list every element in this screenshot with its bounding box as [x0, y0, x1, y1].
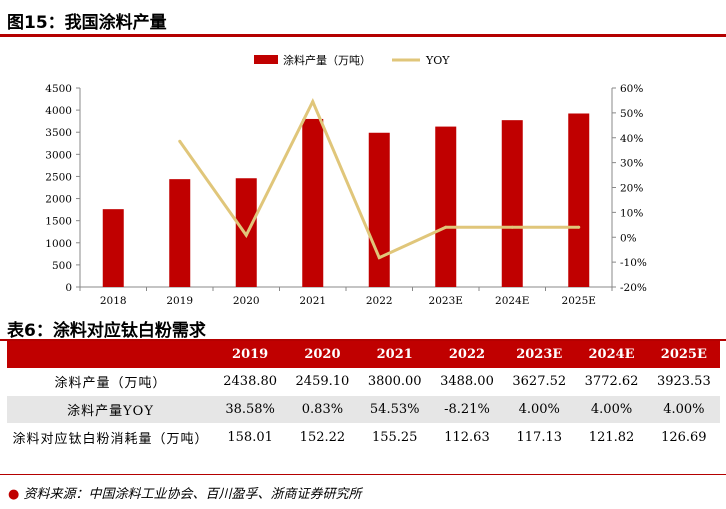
header-cell: 2021 — [358, 341, 431, 368]
header-cell: 2023E — [503, 341, 576, 368]
x-tick-label: 2025E — [562, 295, 596, 307]
y-tick-label-right: 20% — [620, 183, 643, 195]
y-tick-label-right: 0% — [620, 232, 637, 244]
y-tick-label-right: 60% — [620, 83, 643, 95]
table-cell: 54.53% — [358, 395, 431, 424]
table-cell: 152.22 — [286, 423, 359, 452]
bar — [302, 118, 324, 287]
header-cell: 2019 — [214, 341, 287, 368]
demand-table: 2019 2020 2021 2022 2023E 2024E 2025E 涂料… — [7, 341, 720, 452]
table-row: 涂料产量（万吨） 2438.80 2459.10 3800.00 3488.00… — [7, 368, 720, 396]
header-cell — [7, 341, 214, 368]
x-tick-label: 2024E — [495, 295, 529, 307]
table-row: 涂料产量YOY 38.58% 0.83% 54.53% -8.21% 4.00%… — [7, 395, 720, 424]
table-cell: -8.21% — [430, 395, 504, 424]
yoy-point — [377, 256, 381, 260]
row-label: 涂料产量YOY — [7, 395, 214, 424]
header-cell: 2025E — [647, 341, 720, 368]
production-chart: 0 500 1000 1500 2000 2500 3000 3500 4000 4500 -20%… — [45, 53, 647, 307]
table-cell: 4.00% — [575, 395, 648, 424]
figure-title: 图15：我国涂料产量 — [7, 13, 167, 33]
y-tick-label-right: -20% — [620, 282, 647, 294]
source-note: ● 资料来源：中国涂料工业协会、百川盈孚、浙商证券研究所 — [8, 483, 362, 502]
yoy-point — [311, 100, 315, 104]
yoy-point — [577, 225, 581, 229]
table-cell: 3488.00 — [430, 368, 504, 396]
table-title-rule — [0, 339, 726, 341]
yoy-point — [444, 225, 448, 229]
y-tick-label-left: 3500 — [45, 127, 72, 139]
table-cell: 121.82 — [575, 423, 648, 452]
yoy-point — [244, 233, 248, 237]
y-tick-label-right: 40% — [620, 133, 643, 145]
yoy-point — [178, 139, 182, 143]
header-cell: 2024E — [575, 341, 648, 368]
bullet-icon: ● — [8, 487, 20, 502]
row-label: 涂料产量（万吨） — [7, 368, 214, 396]
bar — [501, 120, 523, 288]
y-tick-label-left: 1500 — [45, 216, 72, 228]
figure-title-rule — [0, 34, 726, 37]
x-tick-label: 2023E — [429, 295, 463, 307]
legend-bar-swatch — [254, 55, 278, 64]
y-tick-label-right: 50% — [620, 108, 643, 120]
legend-line-label: YOY — [425, 54, 450, 67]
table-cell: 155.25 — [358, 423, 431, 452]
y-tick-label-left: 500 — [52, 260, 72, 272]
x-tick-label: 2018 — [100, 295, 127, 307]
row-label: 涂料对应钛白粉消耗量（万吨） — [7, 423, 214, 452]
table-cell: 3800.00 — [358, 368, 431, 396]
header-cell: 2020 — [286, 341, 359, 368]
y-tick-label-left: 3000 — [45, 149, 72, 161]
y-tick-label-left: 2000 — [45, 194, 72, 206]
table-title: 表6：涂料对应钛白粉需求 — [7, 321, 206, 341]
bar — [435, 126, 457, 287]
table-cell: 117.13 — [503, 423, 576, 452]
y-tick-label-left: 0 — [65, 282, 72, 294]
table-cell: 38.58% — [214, 395, 287, 424]
table-cell: 3627.52 — [503, 368, 576, 396]
y-tick-label-right: -10% — [620, 257, 647, 269]
bar — [169, 179, 191, 287]
bar — [368, 132, 390, 287]
table-cell: 2459.10 — [286, 368, 359, 396]
y-tick-label-left: 4500 — [45, 83, 72, 95]
x-tick-label: 2021 — [299, 295, 326, 307]
bar — [102, 209, 124, 287]
header-cell: 2022 — [430, 341, 504, 368]
table-cell: 112.63 — [430, 423, 504, 452]
source-text: 资料来源：中国涂料工业协会、百川盈孚、浙商证券研究所 — [23, 487, 362, 502]
bar — [568, 113, 590, 287]
y-tick-label-right: 30% — [620, 158, 643, 170]
y-tick-label-left: 2500 — [45, 171, 72, 183]
table-cell: 3923.53 — [647, 368, 720, 396]
y-tick-label-left: 1000 — [45, 238, 72, 250]
x-tick-label: 2022 — [366, 295, 393, 307]
x-tick-label: 2020 — [233, 295, 260, 307]
table-cell: 2438.80 — [214, 368, 287, 396]
y-tick-label-left: 4000 — [45, 105, 72, 117]
table-cell: 3772.62 — [575, 368, 648, 396]
table-header-row: 2019 2020 2021 2022 2023E 2024E 2025E — [7, 341, 720, 368]
footer-rule — [0, 474, 726, 475]
table-cell: 126.69 — [647, 423, 720, 452]
y-tick-label-right: 10% — [620, 207, 643, 219]
table-row: 涂料对应钛白粉消耗量（万吨） 158.01 152.22 155.25 112.… — [7, 423, 720, 452]
yoy-point — [510, 225, 514, 229]
x-tick-label: 2019 — [166, 295, 193, 307]
table-cell: 158.01 — [214, 423, 287, 452]
table-cell: 4.00% — [503, 395, 576, 424]
table-cell: 4.00% — [647, 395, 720, 424]
table-cell: 0.83% — [286, 395, 359, 424]
legend-bar-label: 涂料产量（万吨） — [283, 53, 371, 67]
